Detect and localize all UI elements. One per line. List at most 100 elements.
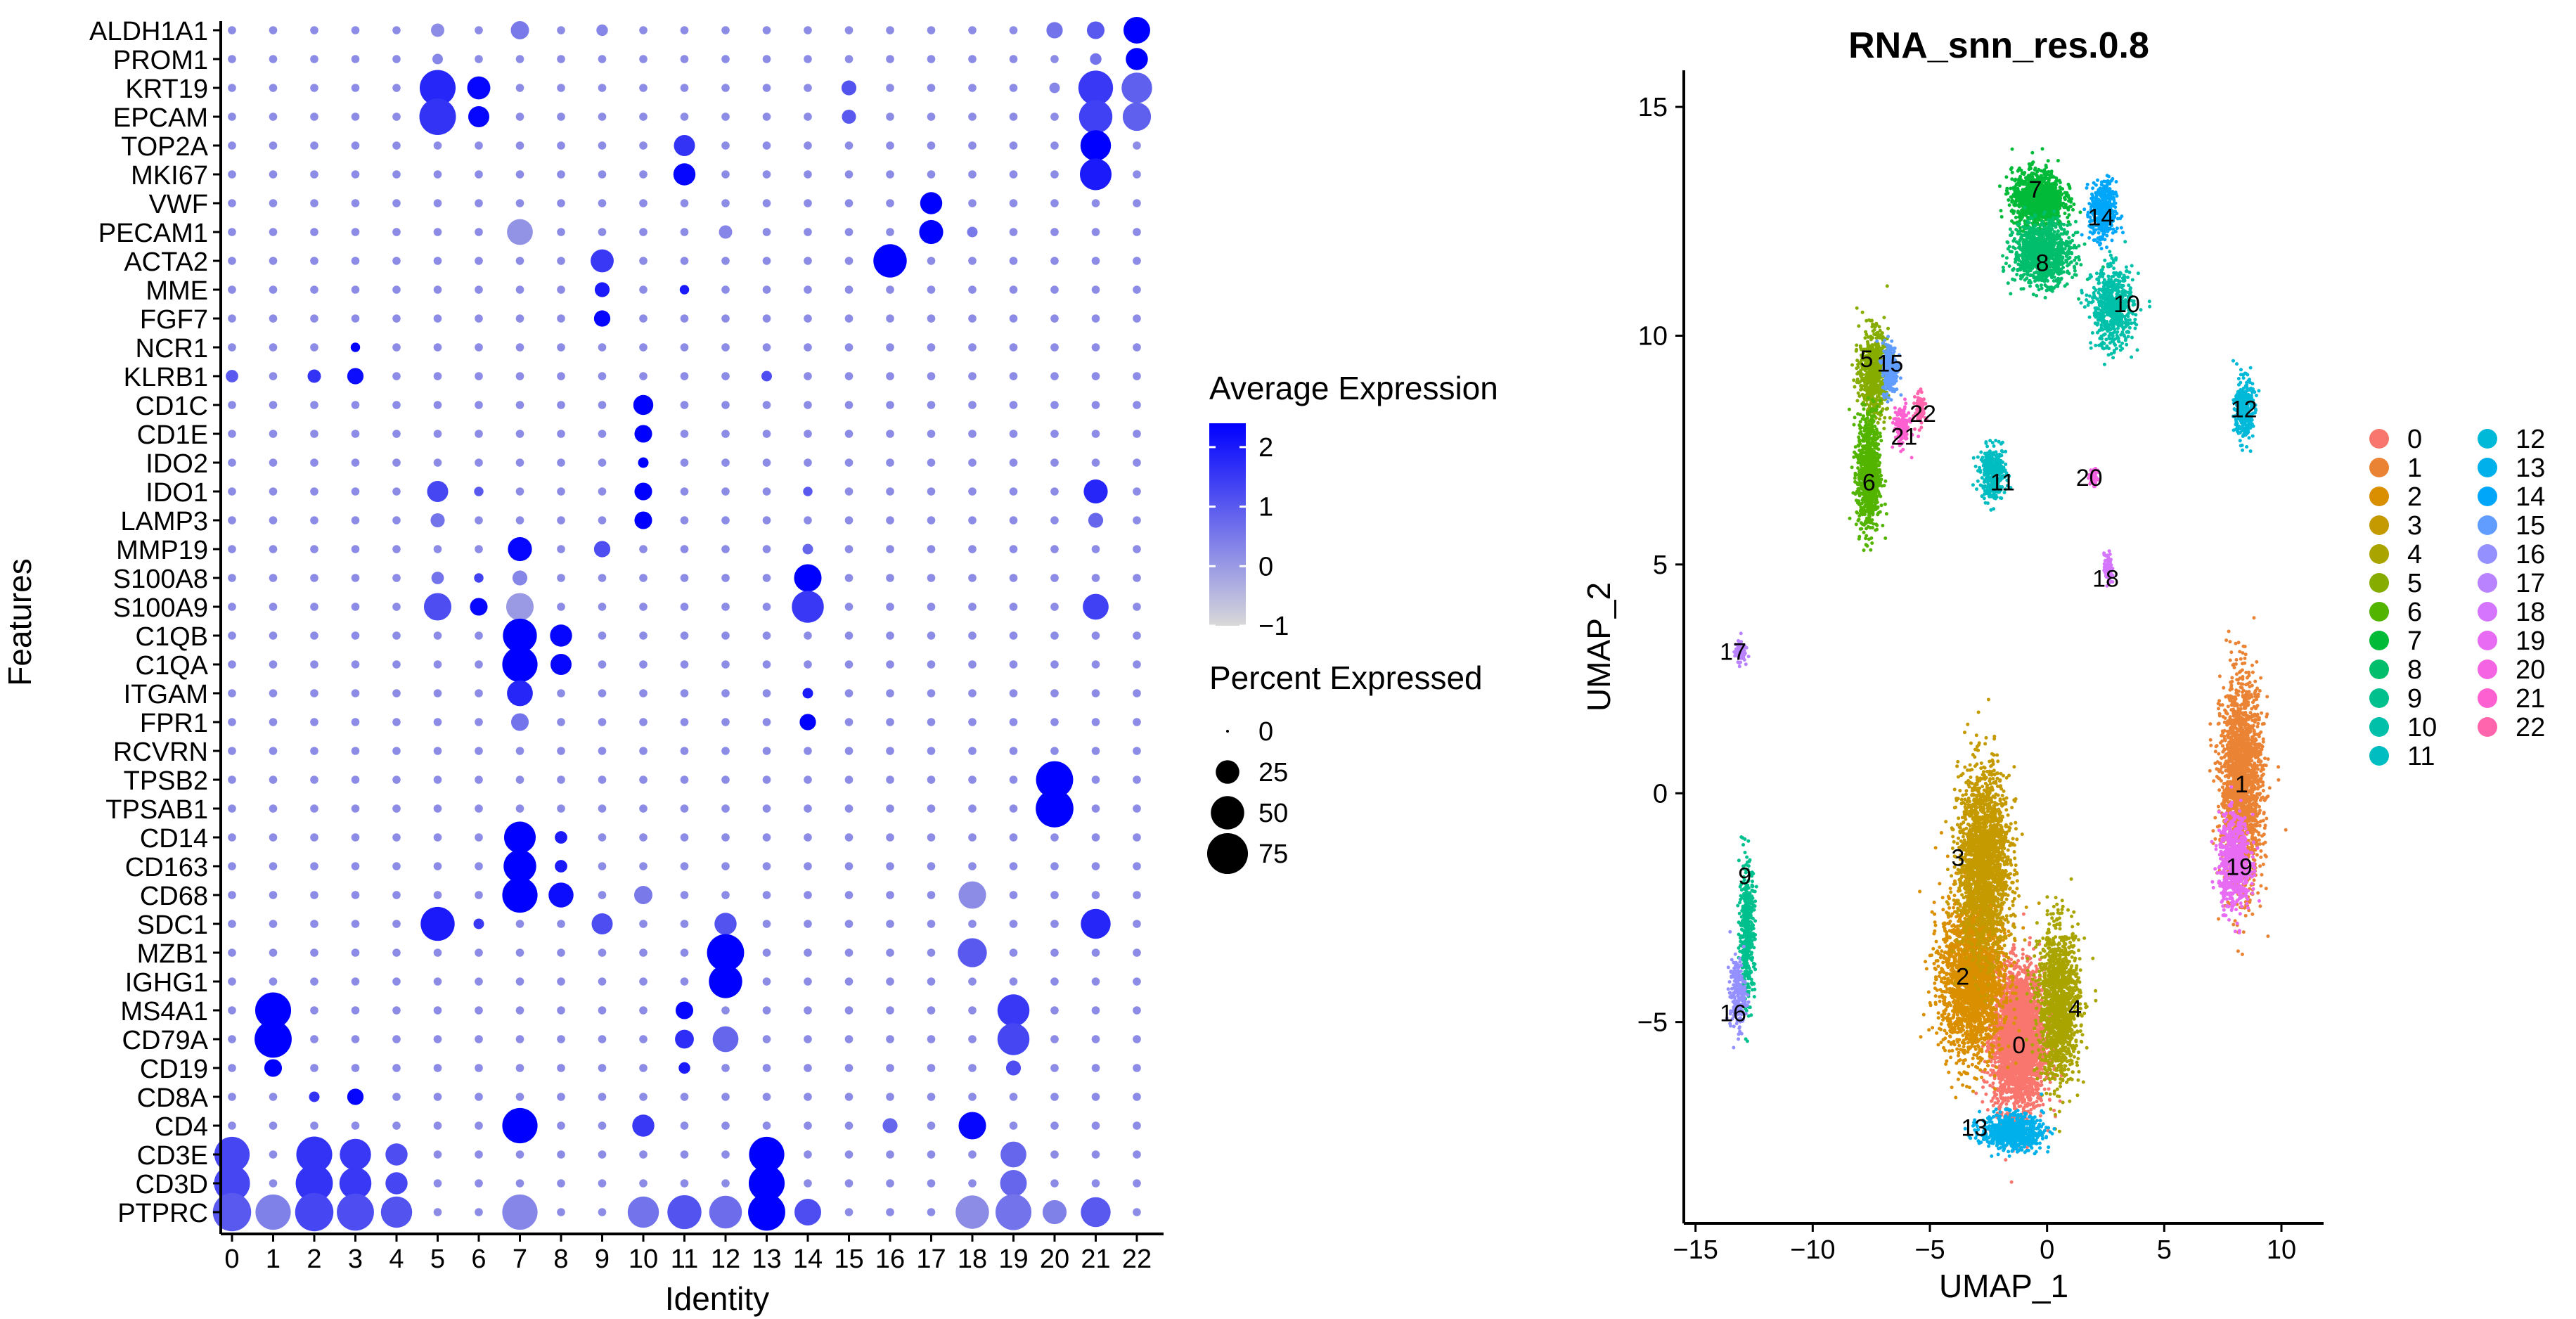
dot-mzb1-cluster-1: [269, 948, 278, 957]
dot-acta2-cluster-22: [1133, 257, 1141, 265]
dot-c1qb-cluster-12: [721, 631, 730, 640]
umap-legend-swatch-15: [2478, 515, 2497, 535]
dot-s100a9-cluster-18: [968, 603, 977, 611]
dot-tpsab1-cluster-1: [269, 804, 278, 813]
dot-cd163-cluster-6: [475, 862, 483, 870]
dot-krt19-cluster-11: [680, 84, 689, 92]
dot-s100a8-cluster-16: [886, 574, 894, 582]
cluster-tick-label-16: 16: [875, 1244, 905, 1274]
dot-cd3e-cluster-8: [557, 1150, 565, 1159]
dot-fpr1-cluster-13: [762, 718, 771, 726]
dot-s100a9-cluster-7: [505, 593, 534, 621]
dot-klrb1-cluster-18: [968, 372, 977, 380]
dot-acta2-cluster-6: [475, 257, 483, 265]
dot-mki67-cluster-20: [1050, 170, 1059, 179]
dot-ptprc-cluster-0: [212, 1192, 252, 1232]
dot-c1qa-cluster-6: [475, 660, 483, 669]
dot-ms4a1-cluster-20: [1050, 1006, 1059, 1015]
umap-legend-label-4: 4: [2407, 540, 2422, 570]
umap-cluster-16-points: [1725, 929, 1751, 1050]
dot-ido1-cluster-13: [762, 487, 771, 496]
dot-cd14-cluster-1: [269, 833, 278, 842]
dot-fgf7-cluster-14: [804, 314, 812, 323]
dot-klrb1-cluster-13: [761, 371, 772, 382]
dot-ido2-cluster-2: [310, 458, 318, 467]
dot-cd1c-cluster-15: [844, 401, 854, 409]
gene-label-mzb1: MZB1: [137, 939, 208, 969]
dot-c1qa-cluster-19: [1009, 660, 1018, 669]
dot-c1qa-cluster-15: [844, 660, 854, 669]
dot-c1qa-cluster-8: [550, 654, 572, 675]
dot-cd163-cluster-15: [844, 862, 854, 870]
dot-c1qa-cluster-22: [1133, 660, 1141, 669]
umap-cluster-13-points: [1963, 1092, 2056, 1158]
dot-cd3e-cluster-13: [749, 1136, 785, 1173]
cluster-tick-label-0: 0: [224, 1244, 239, 1274]
dot-vwf-cluster-0: [228, 199, 236, 207]
dot-pecam1-cluster-3: [351, 228, 360, 236]
dot-vwf-cluster-3: [351, 199, 360, 207]
umap-legend-swatch-22: [2478, 717, 2497, 737]
dot-rcvrn-cluster-3: [351, 747, 360, 755]
dot-sdc1-cluster-11: [680, 920, 689, 928]
dot-krt19-cluster-16: [886, 84, 894, 92]
umap-legend-label-2: 2: [2407, 482, 2422, 512]
dot-prom1-cluster-0: [228, 55, 236, 63]
cluster-tick-label-15: 15: [834, 1244, 863, 1274]
dot-pecam1-cluster-5: [433, 228, 442, 236]
umap-cluster-label-1: 1: [2235, 771, 2248, 798]
dot-s100a9-cluster-13: [762, 603, 771, 611]
dot-ncr1-cluster-3: [350, 342, 361, 352]
dot-rcvrn-cluster-0: [228, 747, 236, 755]
dot-tpsab1-cluster-7: [515, 804, 524, 813]
dot-s100a8-cluster-22: [1133, 574, 1141, 582]
dot-ms4a1-cluster-1: [255, 992, 292, 1029]
umap-legend-swatch-17: [2478, 573, 2497, 593]
umap-cluster-label-15: 15: [1876, 351, 1903, 378]
dot-ptprc-cluster-17: [927, 1208, 936, 1216]
dot-cd3e-cluster-16: [886, 1150, 894, 1159]
umap-cluster-label-20: 20: [2076, 465, 2103, 491]
dot-s100a9-cluster-16: [886, 603, 894, 611]
dot-tpsab1-cluster-9: [598, 804, 607, 813]
dot-cd163-cluster-0: [228, 862, 236, 870]
dot-c1qa-cluster-11: [680, 660, 689, 669]
dot-cd3e-cluster-3: [340, 1138, 371, 1171]
dot-rcvrn-cluster-6: [475, 747, 483, 755]
dot-ido1-cluster-22: [1133, 487, 1141, 496]
dot-c1qa-cluster-14: [804, 660, 812, 669]
dot-mmp19-cluster-21: [1091, 545, 1100, 553]
dot-itgam-cluster-13: [762, 689, 771, 697]
dot-prom1-cluster-3: [351, 55, 360, 63]
dot-tpsab1-cluster-10: [639, 804, 648, 813]
dot-cd19-cluster-17: [927, 1064, 936, 1072]
dot-cd8a-cluster-11: [680, 1093, 689, 1101]
dot-ido2-cluster-10: [638, 457, 649, 468]
dot-ido2-cluster-7: [515, 458, 524, 467]
dot-sdc1-cluster-10: [639, 920, 648, 928]
dot-tpsb2-cluster-19: [1009, 776, 1018, 784]
dot-top2a-cluster-2: [310, 141, 318, 150]
dot-mki67-cluster-5: [433, 170, 442, 179]
dot-mki67-cluster-0: [228, 170, 236, 179]
dot-klrb1-cluster-3: [347, 368, 364, 385]
dot-ptprc-cluster-20: [1042, 1199, 1067, 1225]
dot-acta2-cluster-2: [310, 257, 318, 265]
dot-s100a8-cluster-17: [927, 574, 936, 582]
umap-legend-label-13: 13: [2516, 453, 2545, 483]
dot-cd4-cluster-14: [804, 1121, 812, 1130]
umap-cluster-7-points: [1997, 147, 2082, 244]
dot-ptprc-cluster-22: [1133, 1208, 1141, 1216]
umap-legend-swatch-10: [2369, 717, 2389, 737]
dot-rcvrn-cluster-22: [1133, 747, 1141, 755]
dot-ncr1-cluster-4: [392, 343, 401, 352]
dot-s100a8-cluster-12: [721, 574, 730, 582]
dot-mki67-cluster-14: [804, 170, 812, 179]
dot-mki67-cluster-22: [1133, 170, 1141, 179]
dot-top2a-cluster-5: [433, 141, 442, 150]
dot-ighg1-cluster-6: [475, 977, 483, 986]
dot-cd19-cluster-6: [475, 1064, 483, 1072]
dot-cd3e-cluster-11: [680, 1150, 689, 1159]
dot-cd79a-cluster-7: [515, 1035, 524, 1043]
dot-tpsb2-cluster-11: [680, 776, 689, 784]
